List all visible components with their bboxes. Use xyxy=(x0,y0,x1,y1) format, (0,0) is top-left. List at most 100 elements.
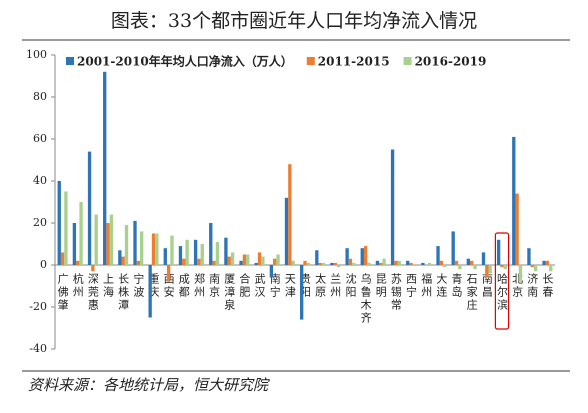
bar xyxy=(57,181,61,265)
bar xyxy=(133,220,137,265)
bar xyxy=(163,248,167,265)
bar xyxy=(242,254,247,265)
bar xyxy=(151,233,156,265)
bar xyxy=(382,258,386,265)
x-tick-label: 苏锡常 xyxy=(389,273,402,312)
bar xyxy=(336,265,341,268)
bar xyxy=(109,214,114,265)
bar xyxy=(106,223,110,265)
bar xyxy=(215,241,220,265)
x-tick-label: 济南 xyxy=(526,272,539,299)
x-tick-label: 长株潭 xyxy=(117,273,130,312)
x-tick-label: 西宁 xyxy=(405,273,418,299)
bar xyxy=(379,262,383,265)
bar xyxy=(533,265,538,272)
bar xyxy=(212,260,216,265)
bar xyxy=(549,265,553,272)
bar xyxy=(466,258,470,265)
bar xyxy=(276,254,280,265)
bar xyxy=(76,260,80,265)
bar xyxy=(542,260,546,265)
x-tick-label: 杭州 xyxy=(71,272,84,299)
bar xyxy=(72,223,77,265)
bar xyxy=(303,260,307,265)
bar xyxy=(512,136,516,265)
bar xyxy=(345,248,349,265)
bar xyxy=(458,265,462,270)
bar xyxy=(246,254,250,265)
highlight-box xyxy=(494,232,510,330)
bar xyxy=(488,265,492,274)
bar xyxy=(421,262,425,265)
bar xyxy=(427,262,432,265)
x-tick-label: 宁波 xyxy=(132,272,145,299)
bar xyxy=(451,231,455,265)
x-tick-label: 上海 xyxy=(102,273,115,299)
bar xyxy=(406,260,410,265)
bar xyxy=(409,262,413,265)
x-tick-label: 石家庄 xyxy=(465,273,478,312)
bar xyxy=(530,265,534,268)
bar xyxy=(367,262,371,265)
x-tick-label: 大连 xyxy=(435,272,448,299)
bar xyxy=(136,260,140,265)
bar xyxy=(375,260,380,265)
bar xyxy=(496,239,501,265)
bar xyxy=(87,151,92,265)
bar xyxy=(300,265,304,320)
x-tick-label: 长春 xyxy=(541,273,554,299)
chart-title: 图表：33个都市圈近年人口年均净流入情况 xyxy=(111,10,477,32)
bar xyxy=(330,262,334,265)
bar xyxy=(527,248,531,265)
bar xyxy=(155,233,159,265)
bar xyxy=(197,258,201,265)
x-tick-label: 兰州 xyxy=(329,273,342,299)
bar xyxy=(140,231,144,265)
legend-swatch xyxy=(66,57,74,65)
x-tick-label: 南京 xyxy=(208,273,221,299)
x-tick-label: 西安 xyxy=(162,273,175,299)
x-tick-label: 昆明 xyxy=(374,273,387,299)
bar xyxy=(273,258,277,265)
bar xyxy=(436,246,440,265)
bar xyxy=(454,260,459,265)
legend-swatch xyxy=(306,57,315,65)
bar xyxy=(121,256,125,265)
x-tick-label: 广佛肇 xyxy=(56,273,69,312)
bar xyxy=(518,265,523,282)
bar xyxy=(390,149,395,265)
bar xyxy=(470,260,474,265)
x-tick-label: 南宁 xyxy=(268,273,281,299)
x-tick-label: 厦漳泉 xyxy=(223,273,236,312)
bar xyxy=(185,239,189,265)
x-tick-label: 深莞惠 xyxy=(86,273,99,312)
bar xyxy=(397,260,401,265)
bar xyxy=(503,265,507,270)
bar xyxy=(269,265,274,278)
bar xyxy=(315,250,319,265)
x-tick-label: 哈尔滨 xyxy=(495,273,508,312)
bar xyxy=(103,71,107,265)
x-tick-label: 青岛 xyxy=(450,273,463,299)
bar xyxy=(124,225,129,265)
bar xyxy=(439,260,444,265)
bar xyxy=(318,262,322,265)
y-tick-label: -20 xyxy=(29,300,47,313)
y-tick-label: 40 xyxy=(33,174,47,187)
y-tick-label: -40 xyxy=(29,342,47,355)
bar xyxy=(178,246,183,265)
bar xyxy=(515,193,519,265)
bar xyxy=(363,246,368,265)
legend-swatch xyxy=(403,57,412,65)
bar xyxy=(261,256,265,265)
bar xyxy=(254,262,258,265)
bar xyxy=(500,265,504,268)
bar xyxy=(209,223,213,265)
bar xyxy=(64,191,68,265)
x-tick-label: 乌鲁木齐 xyxy=(359,272,372,325)
y-tick-label: 20 xyxy=(33,216,47,229)
x-tick-label: 郑州 xyxy=(192,272,205,299)
bar xyxy=(148,265,152,318)
bar xyxy=(91,265,95,272)
